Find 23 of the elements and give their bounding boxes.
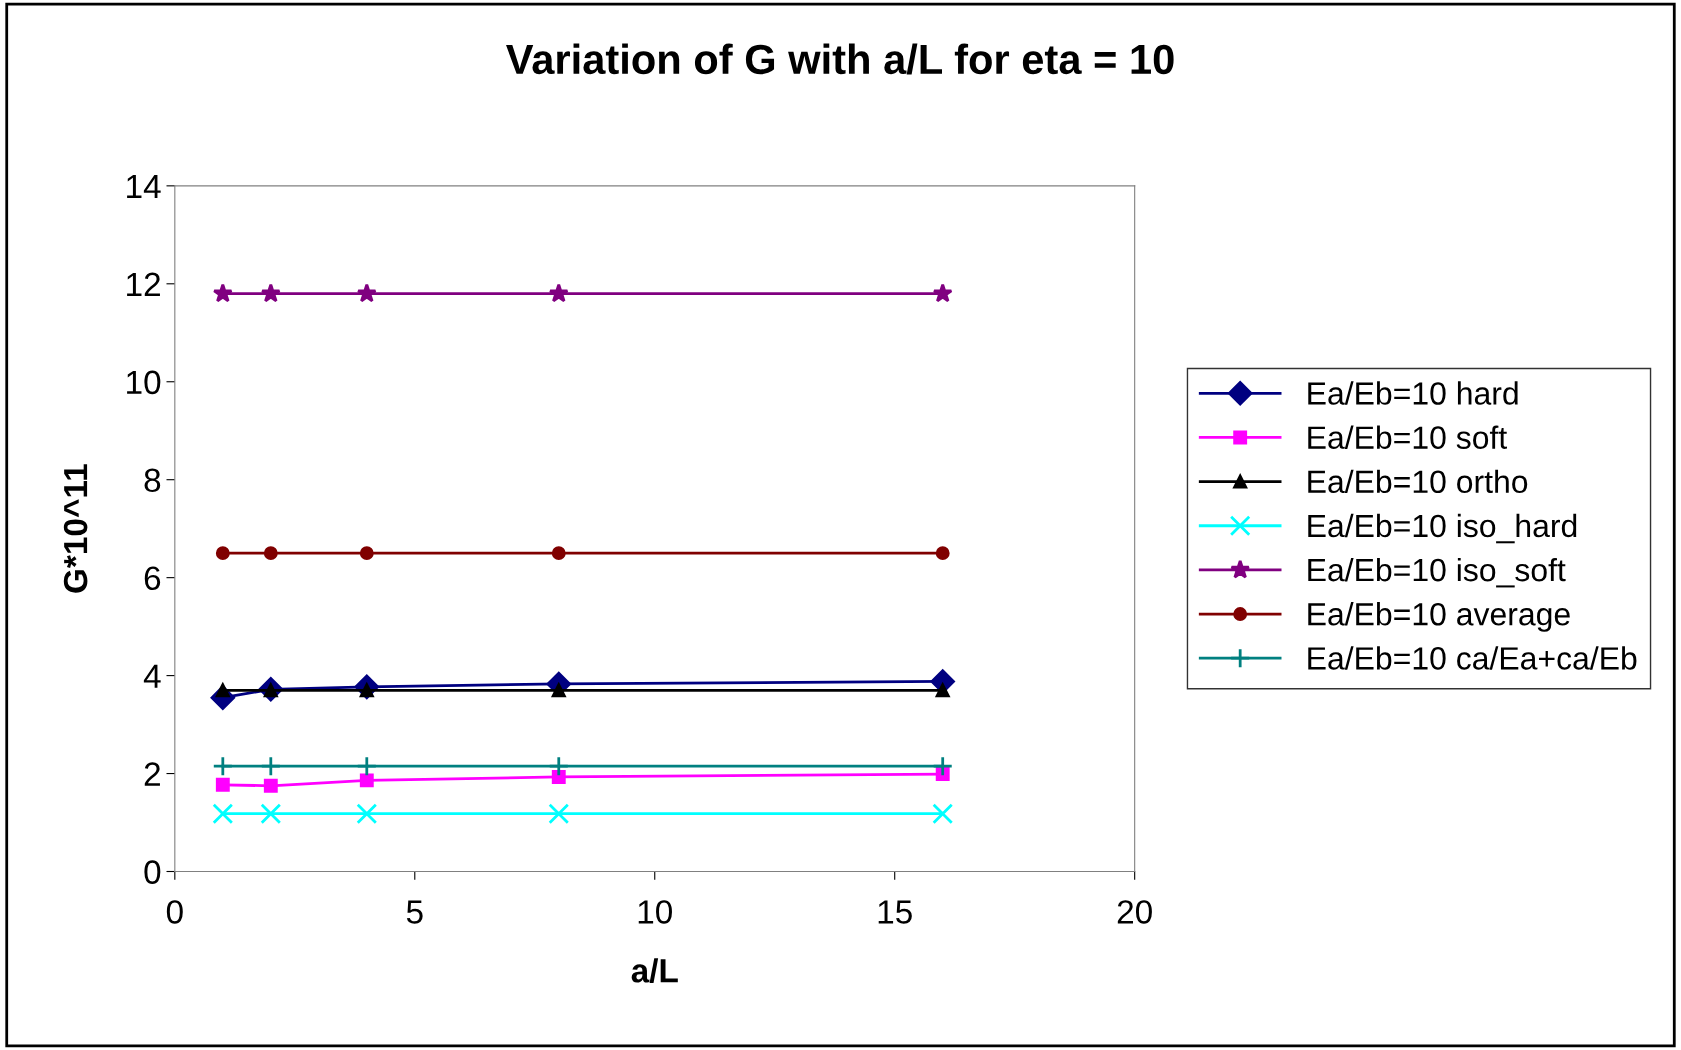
y-tick-label: 6: [144, 566, 161, 591]
y-tick-label: 10: [127, 370, 161, 395]
legend-label: Ea/Eb=10 ortho: [1308, 469, 1528, 494]
y-tick-label: 14: [127, 175, 161, 198]
legend-label: Ea/Eb=10 ca/Ea+ca/Eb: [1308, 646, 1637, 670]
y-tick-label: 8: [144, 468, 161, 493]
y-tick-label: 0: [144, 860, 161, 884]
legend-label: Ea/Eb=10 soft: [1308, 425, 1507, 449]
y-axis-title: G*10^11: [63, 464, 88, 593]
x-tick-label: 0: [166, 900, 183, 924]
chart-title: Variation of G with a/L for eta = 10: [506, 43, 1174, 75]
x-tick-label: 10: [638, 900, 672, 924]
legend-label: Ea/Eb=10 average: [1308, 602, 1570, 632]
legend-label: Ea/Eb=10 iso_soft: [1308, 557, 1566, 588]
y-tick-label: 4: [143, 664, 161, 688]
legend-label: Ea/Eb=10 iso_hard: [1308, 513, 1577, 544]
y-tick-label: 12: [127, 272, 160, 296]
x-tick-label: 20: [1117, 900, 1152, 924]
x-axis-title: a/L: [631, 958, 678, 983]
x-tick-label: 5: [406, 900, 423, 924]
legend-label: Ea/Eb=10 hard: [1308, 381, 1518, 405]
y-tick-label: 2: [144, 762, 160, 786]
x-tick-label: 15: [878, 900, 912, 924]
